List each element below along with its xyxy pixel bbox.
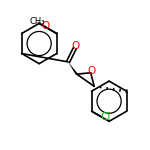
Text: O: O	[42, 21, 50, 31]
Polygon shape	[68, 62, 78, 75]
Text: O: O	[72, 41, 80, 51]
Text: O: O	[87, 66, 95, 75]
Text: Cl: Cl	[100, 112, 110, 122]
Text: CH₃: CH₃	[30, 17, 45, 26]
